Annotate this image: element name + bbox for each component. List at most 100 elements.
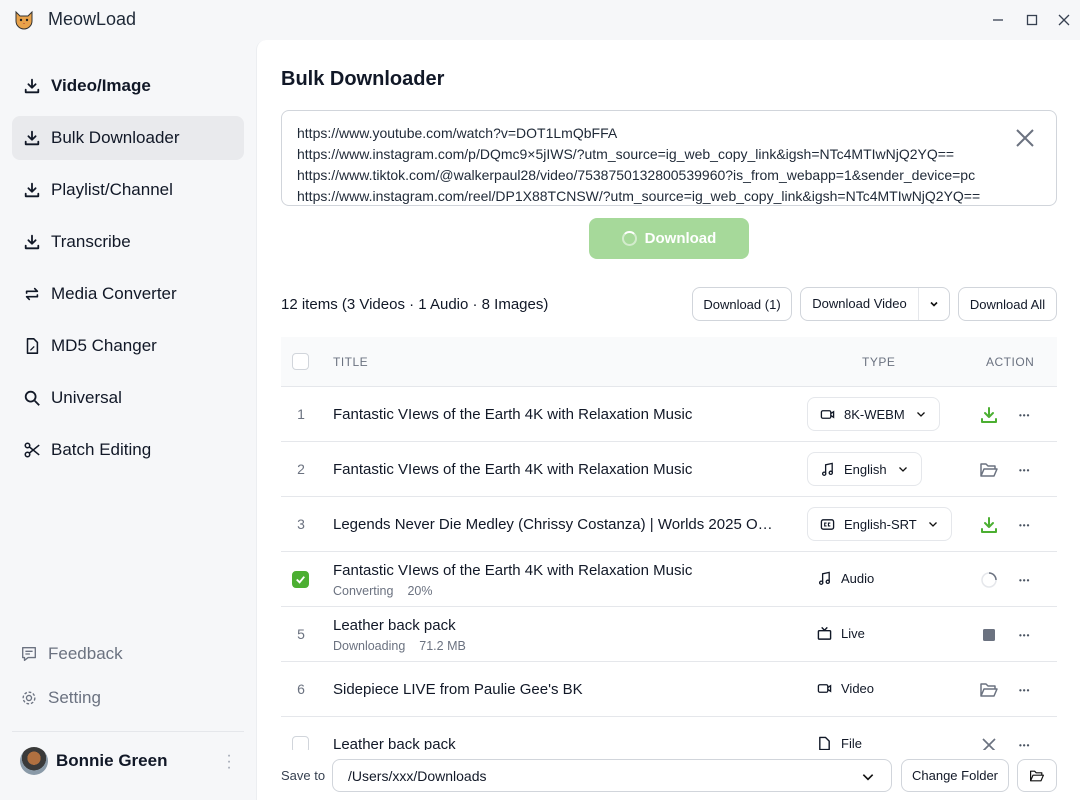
app-title: MeowLoad (48, 9, 137, 29)
url-line: https://www.tiktok.com/@walkerpaul28/vid… (297, 167, 976, 183)
user-profile[interactable]: Bonnie Green (20, 747, 167, 775)
sidebar-item-media-converter[interactable]: Media Converter (12, 272, 244, 316)
download-button[interactable]: Download (589, 218, 749, 259)
row-checkbox[interactable] (292, 571, 309, 588)
url-input[interactable]: https://www.youtube.com/watch?v=DOT1LmQb… (281, 110, 1057, 206)
sidebar-item-label: Bulk Downloader (51, 128, 180, 147)
row-number: 1 (297, 406, 305, 422)
type-label: English-SRT (844, 516, 917, 532)
more-options-icon[interactable]: ••• (1019, 576, 1031, 585)
user-name: Bonnie Green (56, 751, 168, 770)
sidebar-item-playlist-channel[interactable]: Playlist/Channel (12, 168, 244, 212)
footer: Save to /Users/xxx/Downloads Change Fold… (257, 750, 1080, 800)
row-title: Fantastic VIews of the Earth 4K with Rel… (333, 406, 693, 423)
avatar (20, 747, 48, 775)
feedback-link[interactable]: Feedback (20, 644, 123, 664)
sidebar-item-batch-editing[interactable]: Batch Editing (12, 428, 244, 472)
folder-open-action-icon[interactable] (979, 460, 999, 480)
status-detail: 71.2 MB (419, 639, 466, 653)
folder-open-action-icon[interactable] (979, 680, 999, 700)
sidebar-item-md5-changer[interactable]: MD5 Changer (12, 324, 244, 368)
download-label: Download (644, 230, 717, 247)
download-video-button[interactable]: Download Video (801, 288, 919, 320)
divider (12, 731, 244, 732)
change-folder-button[interactable]: Change Folder (901, 759, 1009, 792)
save-to-label: Save to (281, 768, 326, 783)
status-text: Downloading (333, 639, 406, 653)
sidebar-item-label: Universal (51, 388, 122, 407)
chevron-down-icon[interactable] (928, 298, 940, 310)
items-table: TITLE TYPE ACTION 1 Fantastic VIews of th… (281, 337, 1057, 772)
file-edit-icon (26, 338, 39, 354)
url-line: https://www.youtube.com/watch?v=DOT1LmQb… (297, 125, 618, 141)
maximize-icon[interactable] (1024, 12, 1040, 28)
row-number: 5 (297, 626, 305, 642)
sidebar-item-label: Batch Editing (51, 440, 152, 459)
video-icon (817, 684, 832, 693)
table-row: Fantastic VIews of the Earth 4K with Rel… (281, 552, 1057, 607)
close-action-icon[interactable] (979, 735, 999, 755)
type-label: English (844, 461, 887, 477)
sidebar-item-video-image[interactable]: Video/Image (12, 64, 244, 108)
sidebar: Video/Image Bulk Downloader Playlist/Chann… (0, 40, 256, 800)
format-select[interactable]: 8K-WEBM (807, 397, 940, 431)
download-action-icon[interactable] (979, 515, 999, 535)
clear-icon[interactable] (1014, 127, 1036, 149)
table-row: 2 Fantastic VIews of the Earth 4K with Re… (281, 442, 1057, 497)
cc-icon (820, 518, 835, 530)
page-title: Bulk Downloader (281, 68, 445, 90)
sidebar-item-transcribe[interactable]: Transcribe (12, 220, 244, 264)
download-video-split-button: Download Video (800, 287, 950, 321)
sidebar-item-label: MD5 Changer (51, 336, 157, 355)
download-selected-button[interactable]: Download (1) (692, 287, 792, 321)
sidebar-item-bulk-downloader[interactable]: Bulk Downloader (12, 116, 244, 160)
open-folder-button[interactable] (1017, 759, 1057, 792)
sidebar-item-label: Video/Image (51, 76, 151, 95)
more-options-icon[interactable]: ••• (1019, 686, 1031, 695)
row-title: Leather back pack (333, 617, 456, 634)
music-icon (818, 571, 831, 585)
row-title: Legends Never Die Medley (Chrissy Costan… (333, 516, 778, 533)
format-select[interactable]: English-SRT (807, 507, 952, 541)
title-bar: MeowLoad (0, 0, 1080, 40)
stop-action-icon[interactable] (979, 625, 999, 645)
select-all-checkbox[interactable] (292, 353, 309, 370)
chevron-down-icon (898, 467, 907, 472)
download-action-icon[interactable] (979, 405, 999, 425)
row-title: Fantastic VIews of the Earth 4K with Rel… (333, 562, 693, 579)
more-options-icon[interactable]: ••• (1019, 631, 1031, 640)
type-label: 8K-WEBM (844, 406, 905, 422)
items-summary: 12 items (3 Videos · 1 Audio · 8 Images) (281, 296, 549, 313)
row-number: 2 (297, 461, 305, 477)
sidebar-item-label: Transcribe (51, 232, 131, 251)
minimize-icon[interactable] (990, 12, 1006, 28)
chevron-down-icon (862, 774, 874, 781)
more-options-icon[interactable]: ••• (1019, 466, 1031, 475)
spinner-action-icon[interactable] (979, 570, 999, 590)
table-row: 6 Sidepiece LIVE from Paulie Gee's BK Vide… (281, 662, 1057, 717)
download-icon (24, 130, 40, 146)
tv-icon (817, 626, 832, 640)
gear-icon (22, 691, 36, 705)
save-path-select[interactable]: /Users/xxx/Downloads (332, 759, 892, 792)
format-select[interactable]: English (807, 452, 922, 486)
main-panel: Bulk Downloader https://www.youtube.com/… (256, 40, 1080, 800)
feedback-icon (22, 647, 36, 661)
type-label: File (841, 736, 862, 751)
save-path: /Users/xxx/Downloads (348, 768, 487, 784)
row-title: Fantastic VIews of the Earth 4K with Rel… (333, 461, 693, 478)
more-options-icon[interactable]: ••• (1019, 741, 1031, 750)
more-options-icon[interactable]: ••• (1019, 411, 1031, 420)
cat-logo-icon (15, 10, 33, 30)
setting-link[interactable]: Setting (20, 688, 101, 708)
sidebar-item-universal[interactable]: Universal (12, 376, 244, 420)
download-all-button[interactable]: Download All (958, 287, 1057, 321)
close-window-icon[interactable] (1056, 12, 1072, 28)
row-title: Sidepiece LIVE from Paulie Gee's BK (333, 681, 583, 698)
status-text: Converting (333, 584, 394, 598)
more-options-icon[interactable]: ••• (1019, 521, 1031, 530)
user-menu-icon[interactable]: · · · (226, 747, 232, 776)
row-status: Downloading 71.2 MB (333, 639, 466, 653)
download-icon (24, 78, 40, 94)
url-line: https://www.instagram.com/reel/DP1X88TCN… (297, 188, 981, 204)
